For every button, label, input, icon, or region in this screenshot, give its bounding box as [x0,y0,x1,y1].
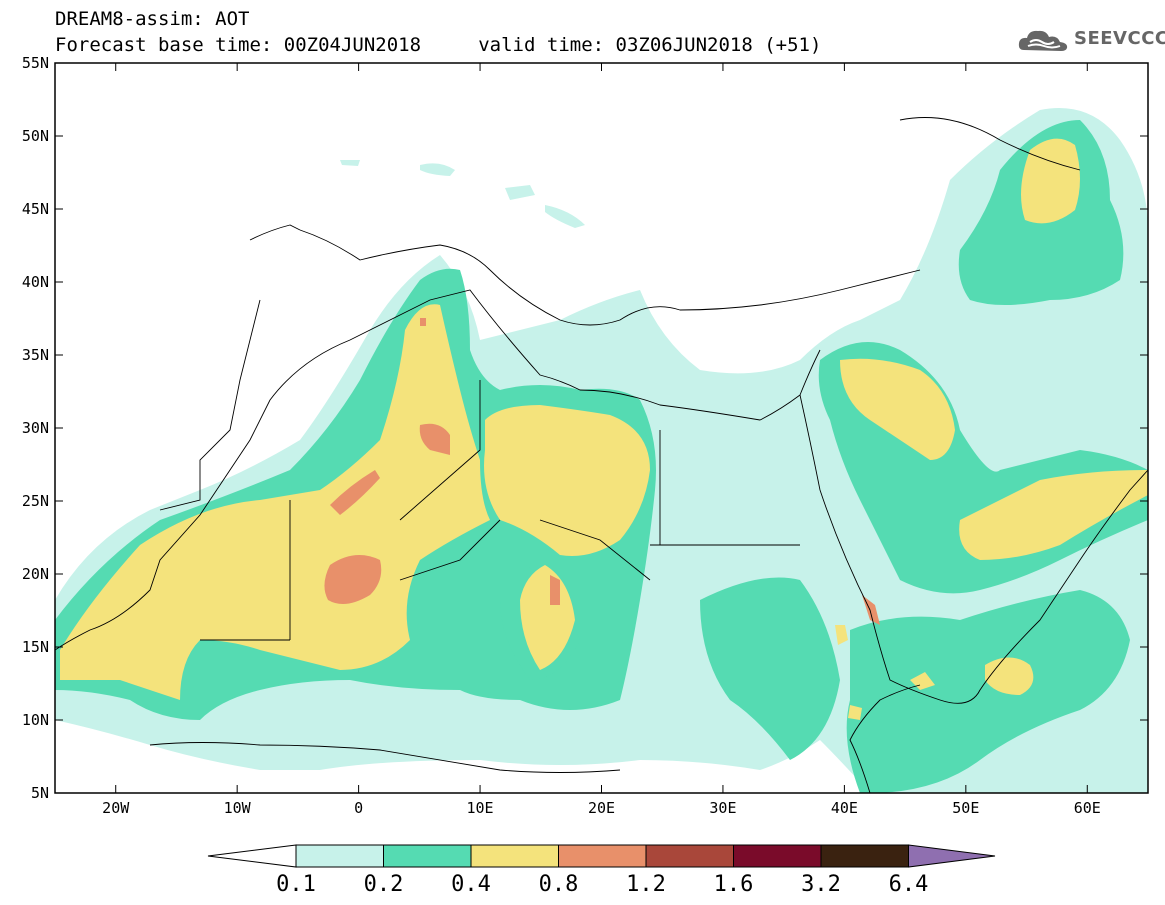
seevccc-logo [1016,24,1156,56]
lon-label: 20W [102,799,130,817]
axis-ticks [55,62,1148,794]
colorbar-label: 1.6 [714,872,754,897]
colorbar: 0.1 0.2 0.4 0.8 1.2 1.6 3.2 6.4 [207,844,996,897]
colorbar-low-arrow [207,844,297,868]
colorbar-swatch [645,844,734,868]
colorbar-swatch [558,844,647,868]
lon-label: 20E [588,799,615,817]
colorbar-swatch [733,844,822,868]
lon-label: 40E [831,799,858,817]
lat-label: 30N [22,419,49,437]
longitude-labels: 20W 10W 0 10E 20E 30E 40E 50E 60E [102,799,1101,817]
lat-label: 5N [31,784,49,802]
cloud-icon [1018,30,1068,51]
colorbar-swatch [820,844,909,868]
lat-label: 50N [22,127,49,145]
colorbar-label: 0.8 [539,872,579,897]
map-title: DREAM8-assim: AOT [55,8,250,30]
lat-label: 35N [22,346,49,364]
colorbar-label: 0.1 [276,872,316,897]
colorbar-swatch [470,844,559,868]
lat-label: 10N [22,711,49,729]
lat-label: 55N [22,54,49,72]
aot-level-0.4 [60,138,1148,720]
lat-label: 15N [22,638,49,656]
aot-level-0.8 [324,318,880,625]
lon-label: 0 [354,799,363,817]
colorbar-swatch [383,844,472,868]
lon-label: 10E [467,799,494,817]
colorbar-label: 3.2 [801,872,841,897]
map-subtitle-times: Forecast base time: 00Z04JUN2018 valid t… [55,34,822,56]
lon-label: 60E [1074,799,1101,817]
coastlines [55,117,1148,793]
colorbar-label: 1.2 [626,872,666,897]
lat-label: 20N [22,565,49,583]
lon-label: 10W [224,799,252,817]
logo-text: SEEVCCC [1074,28,1165,49]
lon-label: 30E [709,799,736,817]
colorbar-swatch [295,844,384,868]
colorbar-label: 0.4 [451,872,491,897]
colorbar-label: 0.2 [364,872,404,897]
latitude-labels: 55N 50N 45N 40N 35N 30N 25N 20N 15N 10N 5N [22,54,49,802]
colorbar-high-arrow [908,844,996,868]
lat-label: 40N [22,273,49,291]
lat-label: 45N [22,200,49,218]
colorbar-label: 6.4 [889,872,929,897]
lat-label: 25N [22,492,49,510]
lon-label: 50E [952,799,979,817]
